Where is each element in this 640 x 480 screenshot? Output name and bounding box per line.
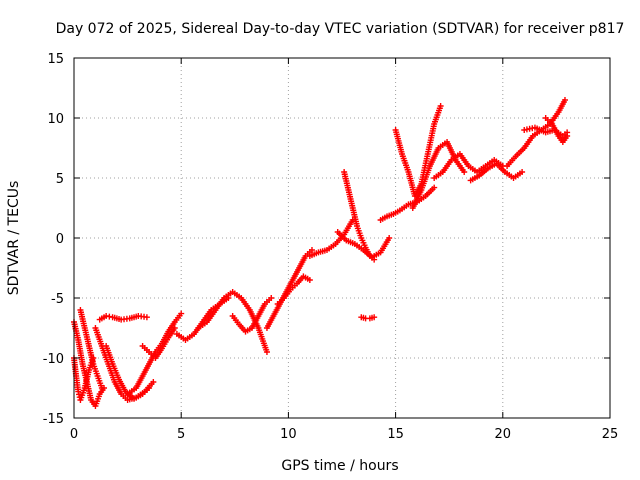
series-track-11 [229,295,275,335]
data-point [143,314,150,321]
x-tick-label: 25 [602,427,619,442]
data-point [171,325,178,331]
y-tick-label: 5 [56,172,64,187]
series-track-17 [358,314,378,322]
x-tick-label: 10 [280,427,297,442]
x-tick-label: 0 [70,427,78,442]
series-track-5 [96,313,150,323]
series-track-15 [341,169,378,263]
series-track-16 [334,229,393,261]
chart-title: Day 072 of 2025, Sidereal Day-to-day VTE… [56,21,625,37]
series-track-25 [542,115,571,145]
x-tick-label: 15 [387,427,404,442]
y-tick-label: -10 [43,352,64,367]
data-point [519,169,526,175]
x-tick-label: 5 [177,427,185,442]
data-point [564,133,571,139]
data-point [146,385,153,391]
y-tick-label: -5 [51,292,64,307]
data-marks [71,97,571,409]
series-track-13 [274,273,313,307]
series-track-21 [431,151,506,181]
series-track-1 [71,319,108,409]
y-tick-label: 0 [56,232,64,247]
axes [73,57,611,419]
y-tick-label: -15 [43,412,64,427]
data-point [371,314,378,321]
series-track-22 [467,160,526,184]
series-track-3 [77,307,105,391]
data-point [75,388,82,395]
y-axis-label: SDTVAR / TECUs [6,181,22,296]
data-point [308,247,315,253]
series-track-8 [139,325,178,361]
data-point [431,184,438,191]
series-track-6 [103,343,153,402]
tick-labels: 0 5 10 15 20 25 -15 -10 -5 0 5 10 15 [43,52,619,442]
x-axis-label: GPS time / hours [281,458,398,474]
data-point [437,103,444,109]
data-point [178,310,185,317]
y-tick-label: 15 [47,52,64,67]
data-point [98,385,105,391]
data-point [561,97,568,103]
data-point [386,235,393,241]
data-point [76,391,83,398]
series-track-18 [377,184,438,223]
data-point [263,349,270,355]
data-point [306,277,313,283]
data-point [461,169,468,175]
y-tick-label: 10 [47,112,64,127]
series-track-10 [195,289,270,355]
data-point [268,295,275,301]
x-tick-label: 20 [495,427,512,442]
data-point [150,379,157,385]
